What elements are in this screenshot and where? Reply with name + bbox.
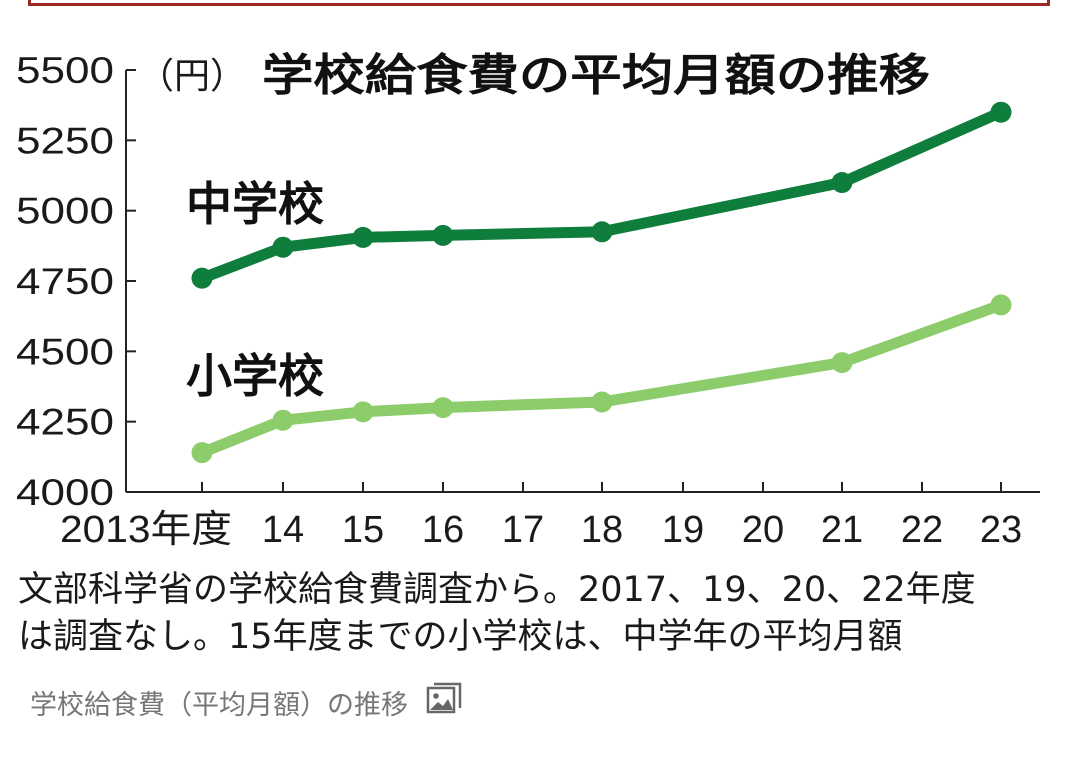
unit-label: （円） [138, 56, 246, 97]
x-tick-label: 20 [742, 509, 784, 551]
data-point-2-2018[interactable] [591, 391, 613, 413]
x-tick-label: 16 [422, 509, 464, 551]
data-point-2-2015[interactable] [352, 401, 374, 423]
y-tick-label: 4500 [16, 331, 114, 372]
image-icon[interactable] [426, 682, 462, 723]
x-tick-label: 18 [581, 509, 623, 551]
x-tick-label: 15 [342, 509, 384, 551]
caption-text: 学校給食費（平均月額）の推移 [30, 690, 408, 721]
top-frame [28, 0, 1050, 6]
source-note-line-1: 文部科学省の学校給食費調査から。2017、19、20、22年度 [18, 570, 976, 610]
x-tick-label: 21 [821, 509, 863, 551]
data-point-2-2023[interactable] [990, 294, 1012, 316]
data-point-2-2013[interactable] [191, 442, 213, 464]
data-point-1-2018[interactable] [591, 221, 613, 243]
x-tick-label: 14 [262, 509, 304, 551]
y-tick-label: 5000 [16, 191, 114, 232]
data-point-1-2015[interactable] [352, 226, 374, 248]
data-point-2-2014[interactable] [272, 409, 294, 431]
image-caption: 学校給食費（平均月額）の推移 [30, 682, 462, 723]
data-point-1-2013[interactable] [191, 267, 213, 289]
y-tick-label: 4750 [16, 261, 114, 302]
series-label-2: 小学校 [186, 349, 324, 403]
x-tick-label: 19 [662, 509, 704, 551]
y-tick-label: 5500 [16, 50, 114, 91]
y-tick-label: 5250 [16, 120, 114, 161]
x-tick-label: 17 [502, 509, 544, 551]
data-point-2-2016[interactable] [432, 397, 454, 419]
x-tick-label: 23 [980, 509, 1022, 551]
chart-title: 学校給食費の平均月額の推移 [262, 50, 930, 101]
y-tick-label: 4250 [16, 402, 114, 443]
data-point-1-2023[interactable] [990, 101, 1012, 123]
x-tick-label: 2013年度 [60, 509, 232, 551]
data-point-1-2016[interactable] [432, 224, 454, 246]
data-point-1-2021[interactable] [831, 172, 853, 194]
series-label-1: 中学校 [186, 177, 324, 231]
y-tick-label: 4000 [16, 472, 114, 513]
x-tick-label: 22 [901, 509, 943, 551]
data-point-1-2014[interactable] [272, 236, 294, 258]
data-point-2-2021[interactable] [831, 352, 853, 374]
source-note-line-2: は調査なし。15年度までの小学校は、中学年の平均月額 [18, 617, 903, 657]
